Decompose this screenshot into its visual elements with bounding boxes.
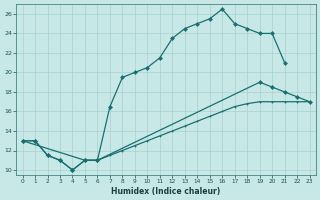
X-axis label: Humidex (Indice chaleur): Humidex (Indice chaleur) <box>111 187 221 196</box>
